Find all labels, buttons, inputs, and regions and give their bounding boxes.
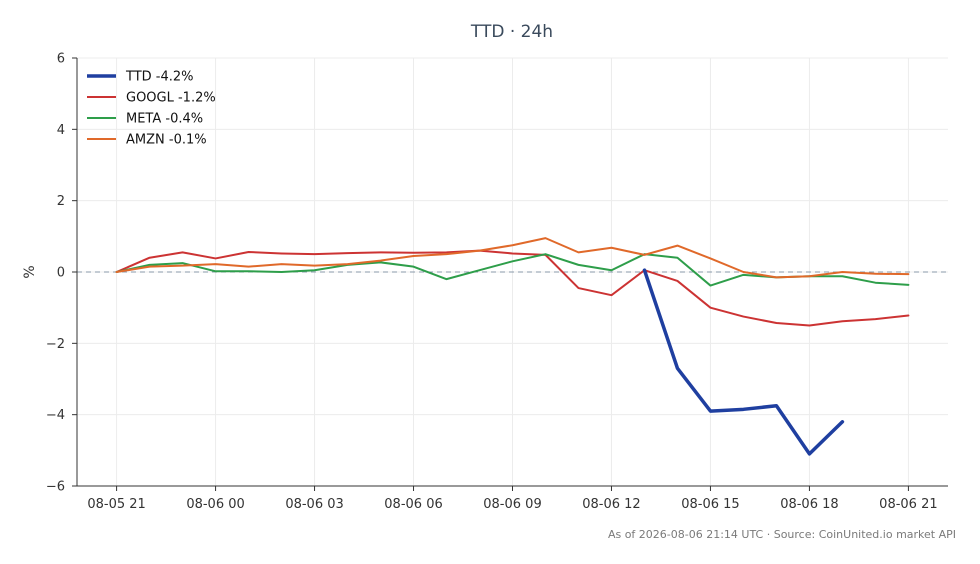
x-tick-label: 08-06 12 bbox=[582, 497, 640, 512]
series-lines bbox=[115, 237, 910, 456]
y-tick-label: 0 bbox=[57, 266, 65, 281]
y-tick-label: −2 bbox=[46, 337, 65, 352]
x-tick-label: 08-05 21 bbox=[87, 497, 145, 512]
legend-label-googl: GOOGL -1.2% bbox=[126, 91, 216, 106]
x-axis-ticks: 08-05 21 08-06 00 08-06 03 08-06 06 08-06 09… bbox=[87, 486, 938, 512]
legend-label-ttd: TTD -4.2% bbox=[125, 70, 194, 85]
x-tick-label: 08-06 21 bbox=[879, 497, 937, 512]
x-tick-label: 08-06 03 bbox=[285, 497, 343, 512]
y-tick-label: −6 bbox=[46, 480, 65, 495]
x-tick-label: 08-06 06 bbox=[384, 497, 442, 512]
y-axis-ticks: −6 −4 −2 0 2 4 6 bbox=[46, 52, 77, 495]
y-tick-label: 6 bbox=[57, 52, 65, 67]
y-axis-label: % bbox=[22, 265, 38, 278]
x-tick-label: 08-06 00 bbox=[186, 497, 244, 512]
legend: TTD -4.2% GOOGL -1.2% META -0.4% AMZN -0.1% bbox=[87, 70, 216, 148]
series-line-amzn bbox=[115, 237, 910, 279]
legend-label-meta: META -0.4% bbox=[126, 112, 203, 127]
x-tick-label: 08-06 09 bbox=[483, 497, 541, 512]
series-line-googl bbox=[115, 249, 910, 327]
y-tick-label: −4 bbox=[46, 408, 65, 423]
legend-label-amzn: AMZN -0.1% bbox=[126, 133, 207, 148]
x-tick-label: 08-06 15 bbox=[681, 497, 739, 512]
y-tick-label: 4 bbox=[57, 123, 65, 138]
x-tick-label: 08-06 18 bbox=[780, 497, 838, 512]
source-footer: As of 2026-08-06 21:14 UTC · Source: Coi… bbox=[608, 528, 956, 541]
chart-title: TTD · 24h bbox=[470, 22, 553, 42]
y-tick-label: 2 bbox=[57, 194, 65, 209]
series-line-ttd bbox=[642, 268, 845, 456]
